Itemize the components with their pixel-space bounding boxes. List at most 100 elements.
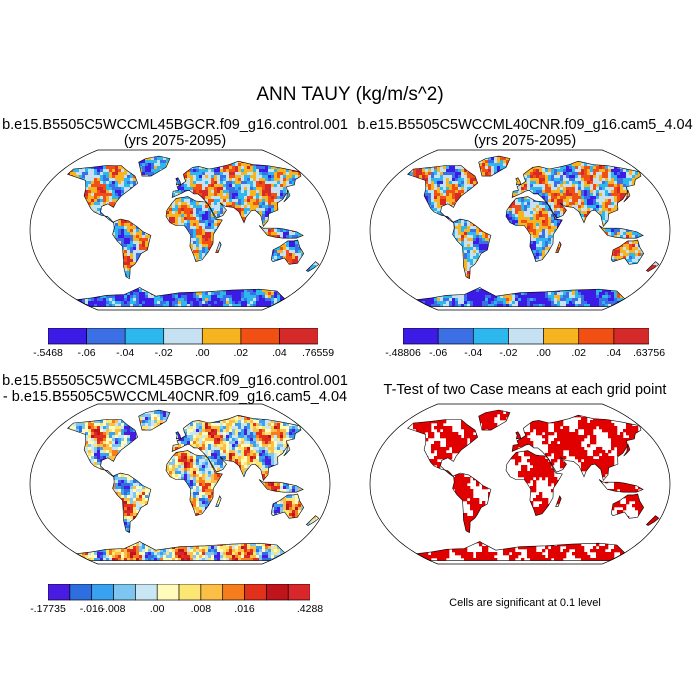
panel3-title-line1: b.e15.B5505C5WCCML45BGCR.f09_g16.control… — [0, 373, 350, 389]
colorbar-tick-label: -.04 — [116, 347, 134, 359]
coastline-indonesia — [258, 225, 304, 239]
colorbar-box — [472, 328, 509, 345]
colorbar-tick-label: -.02 — [155, 347, 173, 359]
coastline-eurasia — [171, 160, 302, 228]
coastline-southAmerica — [452, 472, 492, 534]
colorbar-box — [244, 584, 267, 601]
panel2-title-line2: (yrs 2075-2095) — [350, 133, 700, 149]
panel3-title-line2: - b.e15.B5505C5WCCML40CNR.f09_g16.cam5_4… — [0, 389, 350, 405]
coastline-madagascar — [555, 495, 562, 507]
coastline-australia — [610, 493, 645, 519]
panel2-map — [369, 149, 671, 311]
coastline-greenland — [138, 409, 171, 431]
colorbar-tick-label: -.5468 — [33, 347, 63, 359]
colorbar-tick-label: .00 — [536, 347, 551, 359]
panel4-title: T-Test of two Case means at each grid po… — [350, 382, 700, 398]
coastline-southAmerica — [112, 472, 152, 534]
colorbar-tick-label: -.48806 — [385, 347, 421, 359]
colorbar-box — [124, 328, 165, 345]
coastline-africa — [165, 450, 223, 516]
colorbar-box — [265, 584, 289, 601]
coastline-greenland — [138, 155, 171, 177]
colorbar-tick-label: .008 — [191, 603, 211, 615]
coastline-indonesia — [598, 479, 644, 493]
map-border — [369, 149, 671, 311]
colorbar-box — [200, 584, 224, 601]
panel1-title-line2: (yrs 2075-2095) — [0, 133, 350, 149]
colorbar-box — [403, 328, 439, 345]
coastline-greenland — [478, 409, 511, 431]
coastline-indonesia — [258, 479, 304, 493]
coastline-northAmerica — [407, 165, 479, 223]
colorbar-box — [178, 584, 202, 601]
colorbar-box — [156, 584, 180, 601]
colorbar-box — [222, 584, 246, 601]
colorbar-tick-label: -.04 — [464, 347, 482, 359]
colorbar-tick-label: -.02 — [499, 347, 517, 359]
map-border — [29, 149, 331, 311]
coastline-greenland — [478, 155, 511, 177]
coastline-japan — [623, 443, 631, 457]
coastline-australia — [610, 239, 645, 265]
colorbar-box — [86, 328, 126, 345]
colorbar-box — [48, 328, 88, 345]
colorbar-tick-label: .016 — [234, 603, 254, 615]
coastline-madagascar — [215, 241, 222, 253]
figure-title: ANN TAUY (kg/m/s^2) — [0, 84, 700, 106]
colorbar-box — [437, 328, 474, 345]
coastline-japan — [623, 189, 631, 203]
coastline-australia — [270, 239, 305, 265]
coastline-africa — [165, 196, 223, 262]
coastline-britain — [175, 177, 182, 186]
colorbar-box — [279, 328, 318, 345]
panel2-colorbar — [403, 328, 649, 345]
colorbar-tick-label: -.016 — [80, 603, 104, 615]
colorbar-tick-label: .02 — [571, 347, 586, 359]
colorbar-tick-label: -.008 — [102, 603, 126, 615]
colorbar-tick-label: .00 — [195, 347, 210, 359]
colorbar-box — [91, 584, 115, 601]
coastline-southAmerica — [112, 218, 152, 280]
coastline-nz — [645, 515, 660, 526]
colorbar-tick-label: -.06 — [78, 347, 96, 359]
panel4-map — [369, 403, 671, 565]
coastline-nz — [645, 261, 660, 272]
coastline-madagascar — [215, 495, 222, 507]
panel1-colorbar — [48, 328, 318, 345]
colorbar-box — [613, 328, 649, 345]
colorbar-box — [113, 584, 136, 601]
colorbar-box — [134, 584, 158, 601]
panel3-title: b.e15.B5505C5WCCML45BGCR.f09_g16.control… — [0, 373, 350, 405]
coastline-eurasia — [511, 414, 642, 482]
colorbar-tick-label: .00 — [150, 603, 165, 615]
panel3-colorbar — [48, 584, 310, 601]
coastline-africa — [505, 196, 563, 262]
colorbar-box — [578, 328, 615, 345]
colorbar-box — [163, 328, 203, 345]
coastline-britain — [515, 431, 522, 440]
colorbar-box — [543, 328, 580, 345]
colorbar-box — [240, 328, 280, 345]
panel2-title-line1: b.e15.B5505C5WCCML40CNR.f09_g16.cam5_4.0… — [350, 117, 700, 133]
colorbar-tick-label: .04 — [272, 347, 287, 359]
coastline-nz — [305, 261, 320, 272]
colorbar-tick-label: -.17735 — [30, 603, 66, 615]
colorbar-box — [69, 584, 93, 601]
colorbar-tick-label: .63756 — [633, 347, 665, 359]
coastline-eurasia — [171, 414, 302, 482]
map-border — [369, 403, 671, 565]
coastline-southAmerica — [452, 218, 492, 280]
coastline-madagascar — [555, 241, 562, 253]
colorbar-tick-label: -.06 — [429, 347, 447, 359]
coastline-japan — [283, 443, 291, 457]
coastline-australia — [270, 493, 305, 519]
coastline-nz — [305, 515, 320, 526]
colorbar-box — [201, 328, 242, 345]
colorbar-tick-label: .76559 — [302, 347, 334, 359]
coastline-northAmerica — [67, 419, 139, 477]
coastline-northAmerica — [407, 419, 479, 477]
colorbar-box — [287, 584, 310, 601]
coastline-britain — [175, 431, 182, 440]
coastline-africa — [505, 450, 563, 516]
colorbar-tick-label: .04 — [607, 347, 622, 359]
